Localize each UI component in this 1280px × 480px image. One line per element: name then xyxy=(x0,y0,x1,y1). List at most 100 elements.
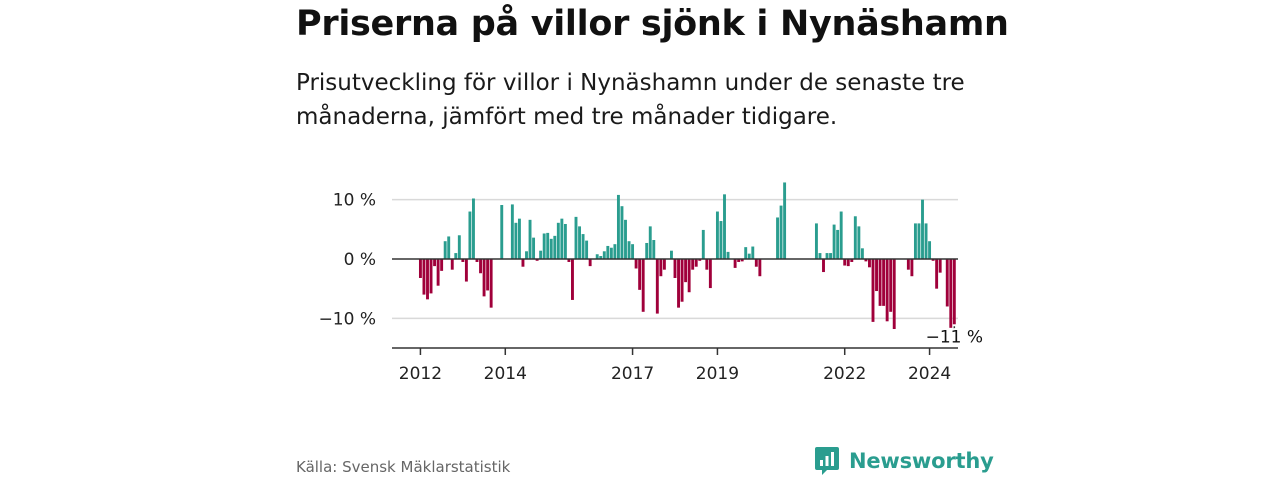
bar xyxy=(875,259,878,292)
bar xyxy=(450,259,454,270)
y-tick-label: 0 % xyxy=(344,250,376,270)
bar xyxy=(514,222,518,259)
bar xyxy=(921,199,924,259)
bar xyxy=(500,205,504,259)
bar xyxy=(670,250,673,259)
bar xyxy=(691,259,695,270)
x-tick-label: 2024 xyxy=(908,364,951,384)
bar xyxy=(814,223,818,259)
axes xyxy=(392,258,958,355)
bar xyxy=(871,259,875,322)
bar xyxy=(638,259,642,290)
bar xyxy=(892,259,896,330)
bar xyxy=(779,205,783,259)
bar xyxy=(532,237,536,259)
bar xyxy=(754,259,758,267)
x-tick-label: 2017 xyxy=(611,364,654,384)
bar xyxy=(832,224,836,259)
bar xyxy=(609,247,613,259)
bar xyxy=(655,259,659,314)
bar xyxy=(864,259,868,262)
brand-name: Newsworthy xyxy=(849,449,994,473)
bar xyxy=(457,235,461,259)
bar xyxy=(553,235,557,259)
bar xyxy=(599,256,603,259)
bar xyxy=(433,259,437,267)
bar xyxy=(928,241,932,259)
brand-logo[interactable]: Newsworthy xyxy=(814,446,994,476)
source-note: Källa: Svensk Mäklarstatistik xyxy=(296,458,511,476)
bar xyxy=(616,194,620,259)
bar xyxy=(556,222,560,259)
bar xyxy=(461,259,465,262)
bar xyxy=(885,259,889,322)
bar xyxy=(578,226,581,259)
bar xyxy=(723,194,726,259)
bar xyxy=(620,206,624,259)
bar xyxy=(422,259,426,295)
bar xyxy=(829,253,833,259)
bar xyxy=(613,244,617,259)
bar xyxy=(744,247,748,259)
bar xyxy=(472,198,475,259)
bar xyxy=(535,259,539,261)
bar xyxy=(949,259,953,328)
bar xyxy=(843,259,847,266)
bar xyxy=(917,223,921,259)
bar xyxy=(443,241,447,259)
bar xyxy=(447,236,451,259)
bar xyxy=(546,232,550,259)
bar xyxy=(952,259,956,325)
bar xyxy=(836,229,840,259)
bar xyxy=(659,259,663,277)
bar xyxy=(673,259,677,278)
bar xyxy=(634,259,638,269)
bar xyxy=(567,259,571,262)
bar xyxy=(945,259,949,307)
bar xyxy=(910,259,914,277)
x-tick-label: 2019 xyxy=(696,364,739,384)
bar xyxy=(906,259,910,270)
bar xyxy=(726,251,730,259)
bar xyxy=(687,259,691,293)
bar xyxy=(737,259,741,262)
bar xyxy=(595,254,599,259)
bar xyxy=(822,259,825,273)
bar xyxy=(510,204,514,259)
bar xyxy=(758,259,762,277)
bar xyxy=(482,259,486,297)
bar xyxy=(641,259,645,312)
bar xyxy=(715,211,719,259)
bar xyxy=(776,217,779,259)
bar xyxy=(525,251,528,259)
bar xyxy=(783,182,787,259)
bar xyxy=(853,216,857,259)
bar xyxy=(708,259,712,289)
annotation-group: −11 % xyxy=(924,325,985,349)
bar xyxy=(454,253,458,259)
bar xyxy=(521,259,525,267)
bar xyxy=(680,259,684,302)
bar xyxy=(489,259,493,308)
bar xyxy=(889,259,893,312)
bar xyxy=(588,259,592,267)
bar-chart-speech-icon xyxy=(815,447,839,475)
bar xyxy=(486,259,490,291)
bar xyxy=(429,259,433,294)
bar xyxy=(624,219,627,259)
bar xyxy=(698,259,702,261)
latest-value-label: −11 % xyxy=(926,327,983,347)
bar xyxy=(913,223,917,259)
bar xyxy=(475,259,479,262)
bar xyxy=(924,223,928,259)
x-tick-label: 2022 xyxy=(823,364,866,384)
bar xyxy=(719,221,723,259)
tick-labels: 10 % 0 % −10 % 2012 2014 2017 2019 2022 2024 xyxy=(319,191,952,384)
bar xyxy=(528,219,532,259)
bar xyxy=(931,259,935,261)
y-tick-label: −10 % xyxy=(319,309,376,329)
bar-chart: 10 % 0 % −10 % 2012 2014 2017 2019 2022 2024 −11… xyxy=(319,182,985,384)
bar xyxy=(701,229,705,259)
bar xyxy=(705,259,709,270)
bar xyxy=(436,259,440,286)
